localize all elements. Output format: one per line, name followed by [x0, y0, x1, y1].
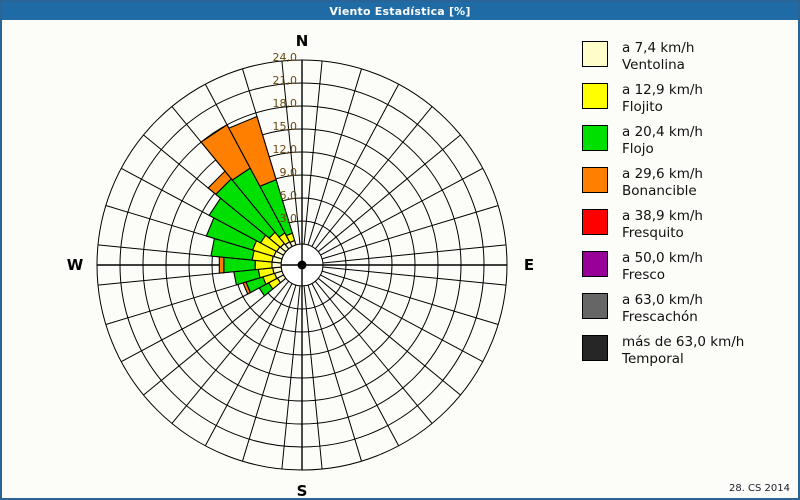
legend-swatch [582, 41, 608, 67]
legend-speed: a 50,0 km/h [622, 250, 703, 266]
legend-label: a 38,9 km/h Fresquito [622, 208, 703, 241]
windrose-plot: 3,0 6,0 9,0 12,0 15,0 18,0 21,0 24,0 N E S W [2, 20, 572, 498]
compass-label-west: W [67, 256, 84, 274]
legend-item[interactable]: a 20,4 km/h Flojo [582, 124, 794, 157]
legend-name: Flojo [622, 140, 654, 157]
legend-swatch [582, 125, 608, 151]
window-titlebar: Viento Estadística [%] [2, 2, 798, 20]
footer-credit: 28. CS 2014 [728, 483, 790, 494]
radial-tick-label: 12,0 [273, 143, 298, 156]
compass-label-south: S [297, 482, 308, 498]
legend-label: a 50,0 km/h Fresco [622, 250, 703, 283]
window-title: Viento Estadística [%] [329, 4, 471, 18]
legend-label: a 12,9 km/h Flojito [622, 82, 703, 115]
legend-speed: más de 63,0 km/h [622, 334, 745, 350]
legend-item[interactable]: a 50,0 km/h Fresco [582, 250, 794, 283]
legend-name: Bonancible [622, 182, 697, 199]
legend-speed: a 63,0 km/h [622, 292, 703, 308]
legend-name: Ventolina [622, 56, 685, 73]
radial-tick-label: 9,0 [280, 166, 298, 179]
legend-speed: a 29,6 km/h [622, 166, 703, 182]
radial-tick-label: 21,0 [273, 74, 298, 87]
radial-tick-label: 3,0 [280, 212, 298, 225]
legend-swatch [582, 209, 608, 235]
legend-name: Fresco [622, 266, 666, 283]
legend-speed: a 7,4 km/h [622, 40, 695, 56]
legend-swatch [582, 83, 608, 109]
compass-label-north: N [296, 32, 309, 50]
legend-swatch [582, 251, 608, 277]
legend-label: a 63,0 km/h Frescachón [622, 292, 703, 325]
legend-item[interactable]: a 63,0 km/h Frescachón [582, 292, 794, 325]
legend-name: Flojito [622, 98, 663, 115]
windrose-petals [200, 115, 297, 297]
legend-speed: a 38,9 km/h [622, 208, 703, 224]
legend-speed: a 12,9 km/h [622, 82, 703, 98]
legend-label: más de 63,0 km/h Temporal [622, 334, 744, 367]
legend-name: Temporal [622, 350, 684, 367]
legend: a 7,4 km/h Ventolina a 12,9 km/h Flojito… [582, 40, 794, 376]
legend-item[interactable]: más de 63,0 km/h Temporal [582, 334, 794, 367]
radial-tick-label: 15,0 [273, 120, 298, 133]
legend-item[interactable]: a 29,6 km/h Bonancible [582, 166, 794, 199]
radial-tick-labels: 3,0 6,0 9,0 12,0 15,0 18,0 21,0 24,0 [273, 51, 298, 225]
legend-item[interactable]: a 12,9 km/h Flojito [582, 82, 794, 115]
legend-label: a 20,4 km/h Flojo [622, 124, 703, 157]
legend-label: a 7,4 km/h Ventolina [622, 40, 694, 73]
legend-name: Fresquito [622, 224, 684, 241]
legend-speed: a 20,4 km/h [622, 124, 703, 140]
legend-name: Frescachón [622, 308, 698, 325]
compass-label-east: E [524, 256, 534, 274]
legend-label: a 29,6 km/h Bonancible [622, 166, 703, 199]
legend-item[interactable]: a 38,9 km/h Fresquito [582, 208, 794, 241]
legend-swatch [582, 293, 608, 319]
legend-swatch [582, 167, 608, 193]
center-hub [297, 260, 307, 270]
windrose-svg: 3,0 6,0 9,0 12,0 15,0 18,0 21,0 24,0 N E S W [67, 32, 534, 498]
radial-tick-label: 6,0 [280, 189, 298, 202]
radial-tick-label: 18,0 [273, 97, 298, 110]
compass-labels: N E S W [67, 32, 534, 498]
radial-tick-label: 24,0 [273, 51, 298, 64]
legend-swatch [582, 335, 608, 361]
legend-item[interactable]: a 7,4 km/h Ventolina [582, 40, 794, 73]
